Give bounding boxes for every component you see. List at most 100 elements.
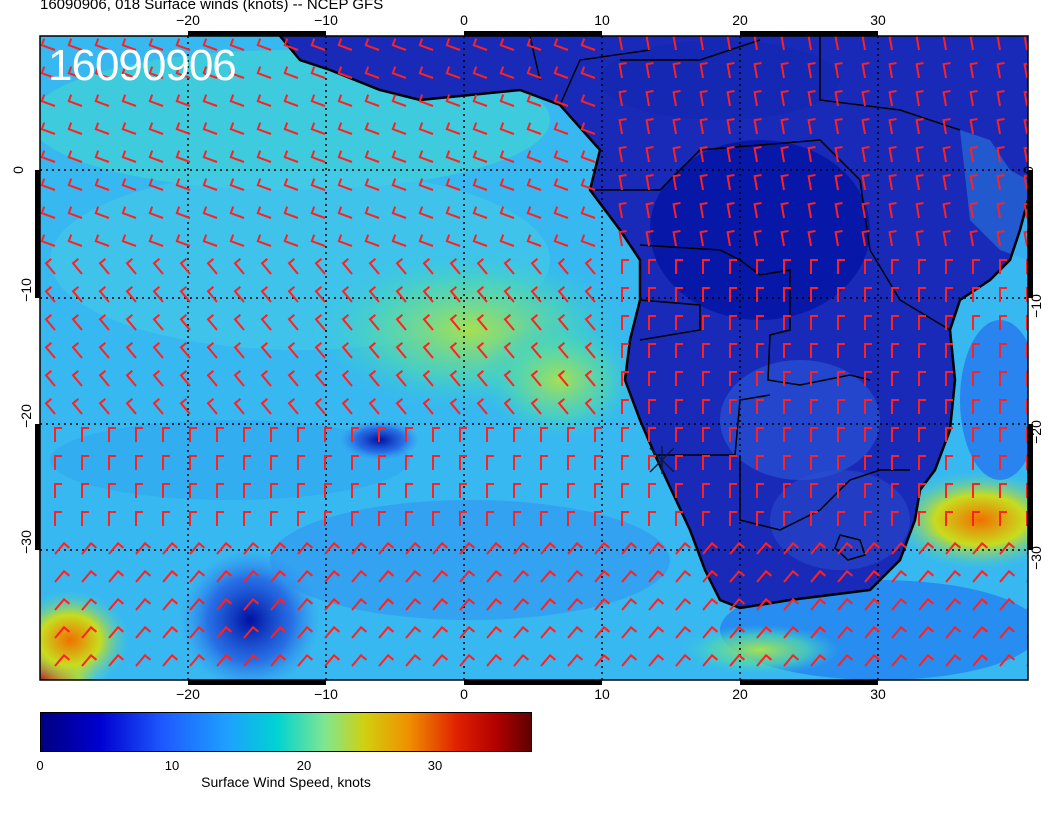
wind-barb (108, 653, 125, 667)
wind-barb (202, 94, 218, 107)
wind-barb (337, 178, 353, 191)
wind-barb (81, 483, 89, 498)
wind-barb (202, 150, 218, 163)
wind-barb (972, 511, 980, 526)
wind-barb (648, 315, 656, 330)
wind-barb (864, 569, 881, 583)
wind-barb (942, 146, 951, 163)
wind-barb (702, 455, 710, 470)
wind-barb (594, 653, 611, 667)
wind-barb (648, 371, 656, 386)
wind-barb (432, 625, 449, 639)
wind-barb (476, 370, 488, 387)
wind-barb (364, 150, 380, 163)
lon-tick-top: −20 (176, 12, 200, 28)
wind-barb (891, 455, 899, 470)
wind-barb (297, 511, 305, 526)
wind-barb (645, 146, 654, 163)
wind-barb (486, 483, 494, 498)
wind-barb (756, 653, 773, 667)
wind-barb (807, 202, 816, 219)
wind-barb (54, 569, 71, 583)
wind-barb (391, 150, 407, 163)
wind-barb (418, 178, 434, 191)
wind-barb (432, 653, 449, 667)
wind-barb (699, 118, 708, 135)
wind-barb (648, 343, 656, 358)
wind-barb (432, 597, 449, 611)
wind-barb (753, 202, 762, 219)
lat-tick-left: −10 (17, 278, 34, 302)
wind-barb (287, 398, 299, 415)
wind-barb (756, 511, 764, 526)
wind-barb (918, 315, 926, 330)
wind-barb (486, 597, 503, 611)
wind-barb (503, 370, 515, 387)
wind-barb (699, 90, 708, 107)
wind-barb (584, 398, 596, 415)
wind-barb (699, 146, 708, 163)
wind-barb (915, 146, 924, 163)
wind-barb (780, 146, 789, 163)
wind-barb (891, 287, 899, 302)
wind-barb (702, 569, 719, 583)
wind-barb (918, 343, 926, 358)
wind-barb (1023, 174, 1028, 191)
wind-barb (324, 427, 332, 442)
wind-barb (864, 483, 872, 498)
wind-barb (972, 343, 980, 358)
wind-barb (202, 66, 218, 79)
wind-barb (675, 569, 692, 583)
wind-barb (81, 455, 89, 470)
wind-barb (584, 286, 596, 303)
wind-barb (594, 483, 602, 498)
wind-barb (837, 541, 854, 555)
wind-barb (395, 286, 407, 303)
wind-barb (449, 370, 461, 387)
wind-barb (499, 178, 515, 191)
wind-barb (942, 118, 951, 135)
wind-barb (67, 94, 83, 107)
wind-barb (837, 343, 845, 358)
wind-barb (780, 62, 789, 79)
wind-barb (810, 653, 827, 667)
wind-barb (459, 653, 476, 667)
wind-barb (1026, 455, 1028, 470)
wind-barb (553, 178, 569, 191)
wind-barb (729, 287, 737, 302)
wind-barb (422, 398, 434, 415)
wind-barb (675, 653, 692, 667)
wind-barb (645, 62, 654, 79)
wind-barb (783, 287, 791, 302)
wind-barb (175, 150, 191, 163)
wind-barb (98, 286, 110, 303)
wind-barb (364, 178, 380, 191)
wind-barb (337, 94, 353, 107)
wind-barb (391, 66, 407, 79)
wind-barb (540, 483, 548, 498)
wind-barb (837, 511, 845, 526)
wind-barb (807, 62, 816, 79)
wind-barb (526, 66, 542, 79)
wind-barb (503, 258, 515, 275)
wind-barb (621, 287, 629, 302)
wind-barb (121, 38, 137, 51)
wind-barb (368, 398, 380, 415)
wind-barb (98, 370, 110, 387)
wind-barb (783, 625, 800, 639)
wind-barb (67, 66, 83, 79)
wind-barb (753, 62, 762, 79)
wind-barb (418, 38, 434, 51)
wind-barb (418, 66, 434, 79)
wind-barb (837, 315, 845, 330)
wind-barb (834, 230, 843, 247)
wind-barb (699, 174, 708, 191)
wind-barb (891, 483, 899, 498)
wind-barb (148, 38, 164, 51)
wind-barb (945, 597, 962, 611)
wind-barb (341, 258, 353, 275)
wind-barb (81, 653, 98, 667)
wind-barb (810, 541, 827, 555)
wind-barb (584, 370, 596, 387)
wind-barb (1026, 315, 1028, 330)
